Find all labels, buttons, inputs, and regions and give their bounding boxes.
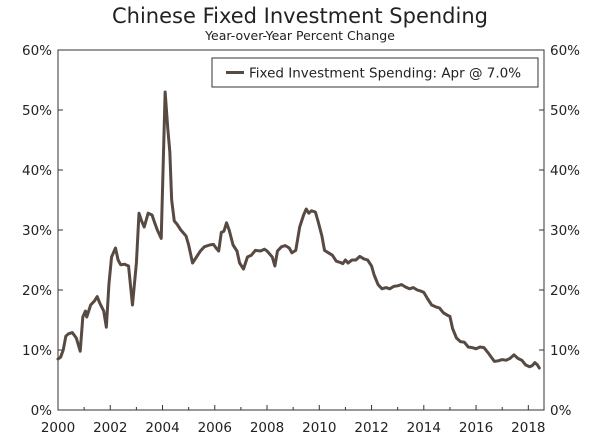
legend-box	[211, 57, 539, 88]
x-tick-label: 2004	[145, 420, 179, 436]
x-tick-label: 2016	[459, 420, 493, 436]
x-tick-label: 2014	[407, 420, 441, 436]
y-tick-label-left: 10%	[22, 343, 52, 359]
chart-title: Chinese Fixed Investment Spending	[112, 4, 488, 28]
y-tick-label-left: 40%	[22, 163, 52, 179]
y-tick-label-left: 30%	[22, 223, 52, 239]
x-tick-label: 2002	[93, 420, 127, 436]
x-tick-label: 2010	[302, 420, 336, 436]
chart-subtitle: Year-over-Year Percent Change	[204, 28, 395, 43]
plot-area-frame	[57, 49, 545, 411]
x-tick-label: 2006	[198, 420, 232, 436]
x-axis: 2000 2002 2004 2006 2008 2010 2012 2014 2016 2018	[41, 405, 546, 436]
y-tick-label-right: 40%	[550, 163, 580, 179]
y-tick-label-left: 60%	[22, 43, 52, 59]
y-tick-label-right: 10%	[550, 343, 580, 359]
y-tick-label-left: 0%	[31, 403, 53, 419]
y-tick-label-right: 0%	[550, 403, 572, 419]
x-tick-label: 2000	[41, 420, 75, 436]
legend: Fixed Investment Spending: Apr @ 7.0%	[211, 57, 539, 88]
y-tick-label-right: 50%	[550, 103, 580, 119]
y-tick-label-right: 20%	[550, 283, 580, 299]
x-tick-label: 2012	[354, 420, 388, 436]
legend-entry-label: Fixed Investment Spending: Apr @ 7.0%	[249, 66, 521, 82]
y-tick-label-right: 30%	[550, 223, 580, 239]
series-line-fixed-investment-spending	[56, 90, 541, 370]
y-axis-right: 0% 10% 20% 30% 40% 50% 60%	[539, 43, 580, 419]
x-tick-label: 2008	[250, 420, 284, 436]
y-tick-label-right: 60%	[550, 43, 580, 59]
y-tick-label-left: 50%	[22, 103, 52, 119]
y-axis-left: 0% 10% 20% 30% 40% 50% 60%	[22, 43, 63, 419]
x-tick-label: 2018	[511, 420, 545, 436]
y-tick-label-left: 20%	[22, 283, 52, 299]
